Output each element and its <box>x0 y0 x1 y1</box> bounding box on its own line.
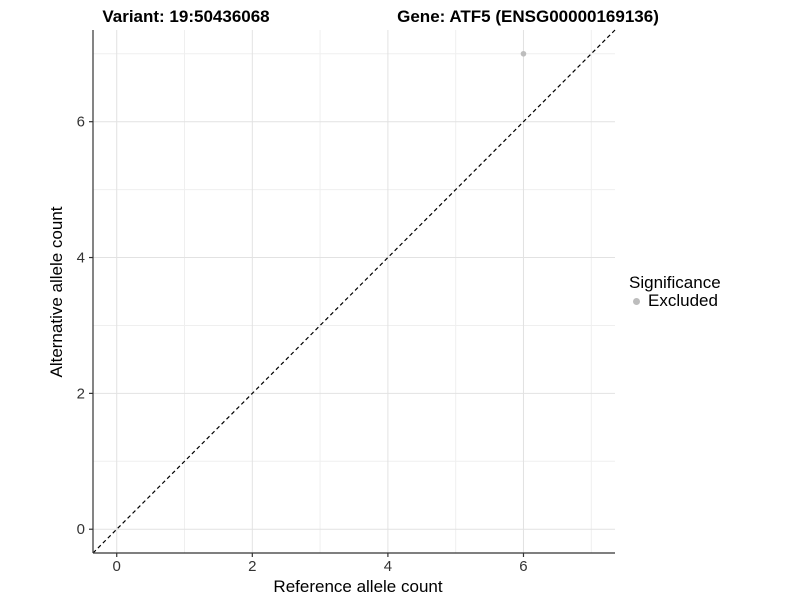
legend-title: Significance <box>629 273 721 292</box>
legend-item-label: Excluded <box>648 291 718 310</box>
x-axis-label: Reference allele count <box>273 577 443 596</box>
data-point <box>520 50 527 57</box>
identity-reference-line <box>92 29 616 554</box>
y-tick-label: 2 <box>77 385 85 402</box>
y-tick-label: 0 <box>77 521 85 538</box>
y-axis-label: Alternative allele count <box>47 206 66 378</box>
x-tick-label: 0 <box>113 558 121 575</box>
x-tick-label: 4 <box>384 558 392 575</box>
legend: Significance Excluded <box>629 274 721 310</box>
y-tick-label: 4 <box>77 250 85 267</box>
legend-dot-icon <box>633 297 640 305</box>
variant-title: Variant: 19:50436068 <box>102 7 270 26</box>
legend-item-excluded: Excluded <box>629 292 721 310</box>
x-tick-label: 2 <box>248 558 256 575</box>
gene-title: Gene: ATF5 (ENSG00000169136) <box>397 7 659 26</box>
x-tick-label: 6 <box>519 558 527 575</box>
y-tick-label: 6 <box>77 114 85 131</box>
